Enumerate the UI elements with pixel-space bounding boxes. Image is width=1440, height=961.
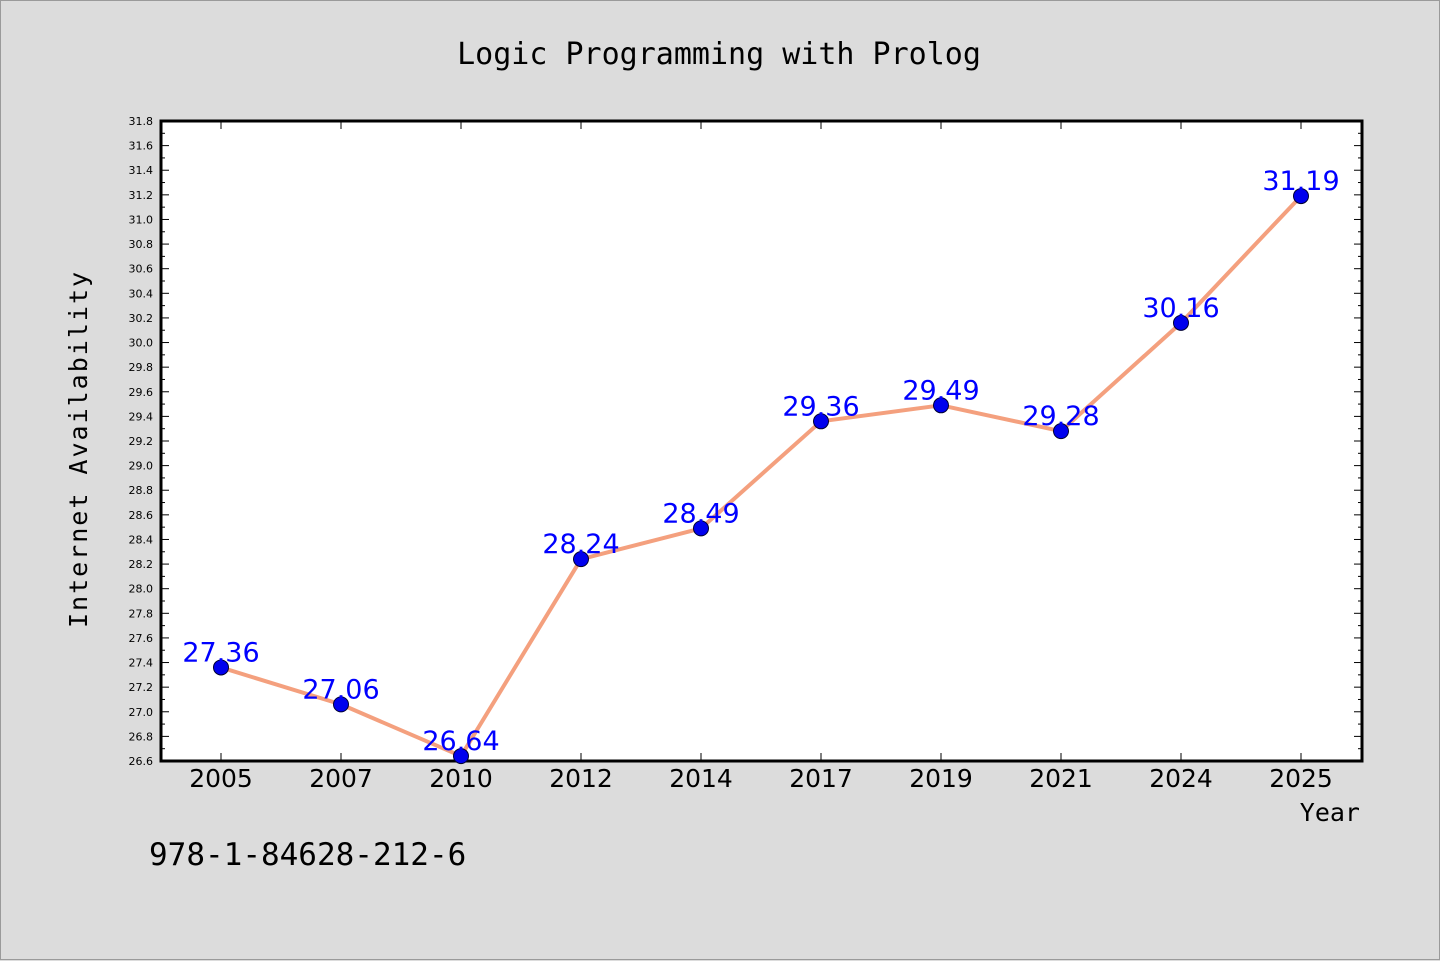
y-tick-label: 30.2	[129, 312, 154, 325]
x-tick-label: 2017	[789, 764, 853, 793]
y-tick-label: 30.8	[129, 238, 154, 251]
y-tick-label: 28.8	[129, 484, 154, 497]
x-axis: 2005 2007 2010 2012 2014 2017 2019 2021 2024 2025	[189, 121, 1333, 793]
x-tick-label: 2014	[669, 764, 733, 793]
x-tick-label: 2010	[429, 764, 493, 793]
data-label: 29.28	[1022, 401, 1099, 432]
x-tick-label: 2025	[1269, 764, 1333, 793]
y-tick-label: 28.0	[129, 583, 154, 596]
data-label: 27.06	[302, 674, 379, 705]
y-tick-label: 31.6	[129, 140, 154, 153]
data-point	[213, 659, 229, 676]
data-label: 26.64	[422, 726, 499, 757]
series-line	[220, 194, 1303, 759]
y-tick-label: 26.8	[129, 730, 154, 743]
y-tick-label: 27.2	[129, 681, 154, 694]
y-tick-label: 29.0	[129, 460, 154, 473]
data-label: 29.49	[902, 375, 979, 406]
y-tick-label: 27.8	[129, 607, 154, 620]
x-tick-label: 2024	[1149, 764, 1213, 793]
data-point	[1053, 423, 1069, 440]
data-label: 30.16	[1142, 293, 1219, 324]
isbn-annotation: 978-1-84628-212-6	[149, 837, 466, 873]
data-label: 28.24	[542, 529, 619, 560]
y-tick-label: 30.0	[129, 337, 154, 350]
y-tick-label: 30.4	[129, 287, 154, 300]
y-axis-label: Internet Availability	[64, 270, 93, 628]
data-point	[1173, 314, 1189, 331]
x-tick-label: 2019	[909, 764, 973, 793]
y-tick-label: 31.0	[129, 213, 154, 226]
data-label: 28.49	[662, 498, 739, 529]
data-point	[933, 397, 949, 414]
data-point	[693, 520, 709, 537]
y-tick-label: 28.6	[129, 509, 154, 522]
chart-title: Logic Programming with Prolog	[457, 37, 981, 72]
y-tick-label: 29.6	[129, 386, 154, 399]
data-point	[573, 551, 589, 568]
y-tick-label: 27.0	[129, 706, 154, 719]
y-axis: 26.6 26.8 27.0 27.2 27.4 27.6 27.8 28.0 28.2 28.4…	[129, 115, 1362, 768]
y-tick-label: 31.2	[129, 189, 154, 202]
data-point	[813, 413, 829, 430]
x-tick-label: 2012	[549, 764, 613, 793]
data-label: 31.19	[1262, 166, 1339, 197]
data-labels: 27.36 27.06 26.64 28.24 28.49 29.36 29.49 29.28…	[182, 166, 1339, 757]
x-tick-label: 2007	[309, 764, 373, 793]
y-tick-label: 28.2	[129, 558, 154, 571]
y-tick-label: 26.6	[129, 755, 154, 768]
y-tick-label: 27.6	[129, 632, 154, 645]
x-axis-label: Year	[1300, 798, 1360, 827]
y-tick-label: 28.4	[129, 533, 154, 546]
y-tick-label: 31.4	[129, 164, 154, 177]
y-tick-label: 31.8	[129, 115, 154, 128]
y-tick-label: 29.8	[129, 361, 154, 374]
data-point	[453, 748, 469, 765]
data-label: 29.36	[782, 391, 859, 422]
y-tick-label: 27.4	[129, 657, 154, 670]
data-point	[333, 696, 349, 713]
data-point	[1293, 188, 1309, 205]
y-tick-label: 30.6	[129, 263, 154, 276]
y-tick-label: 29.4	[129, 410, 154, 423]
data-label: 27.36	[182, 637, 259, 668]
x-tick-label: 2021	[1029, 764, 1093, 793]
plot-area	[159, 119, 1364, 763]
x-tick-label: 2005	[189, 764, 253, 793]
series-group	[213, 188, 1309, 765]
y-tick-label: 29.2	[129, 435, 154, 448]
